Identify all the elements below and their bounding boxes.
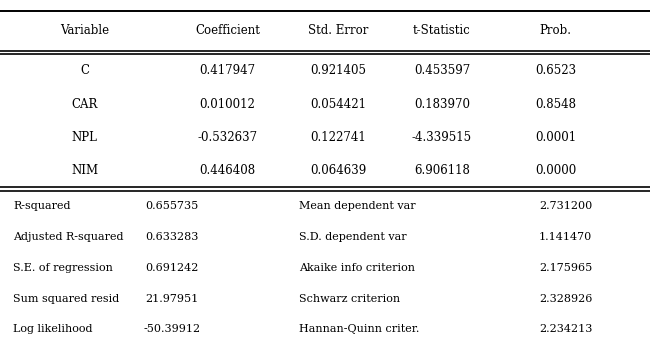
Text: 0.122741: 0.122741	[310, 131, 366, 144]
Text: 2.175965: 2.175965	[539, 263, 592, 273]
Text: S.D. dependent var: S.D. dependent var	[299, 232, 407, 242]
Text: 0.417947: 0.417947	[200, 64, 255, 77]
Text: 0.655735: 0.655735	[146, 201, 199, 211]
Text: 6.906118: 6.906118	[414, 164, 470, 177]
Text: Prob.: Prob.	[540, 24, 572, 37]
Text: CAR: CAR	[72, 98, 98, 111]
Text: 0.8548: 0.8548	[535, 98, 577, 111]
Text: NIM: NIM	[71, 164, 98, 177]
Text: NPL: NPL	[72, 131, 98, 144]
Text: -50.39912: -50.39912	[144, 324, 201, 334]
Text: 0.691242: 0.691242	[146, 263, 199, 273]
Text: Coefficient: Coefficient	[195, 24, 260, 37]
Text: 2.234213: 2.234213	[539, 324, 592, 334]
Text: Mean dependent var: Mean dependent var	[299, 201, 415, 211]
Text: Akaike info criterion: Akaike info criterion	[299, 263, 415, 273]
Text: 2.731200: 2.731200	[539, 201, 592, 211]
Text: 0.453597: 0.453597	[414, 64, 470, 77]
Text: S.E. of regression: S.E. of regression	[13, 263, 113, 273]
Text: t-Statistic: t-Statistic	[413, 24, 471, 37]
Text: 0.6523: 0.6523	[535, 64, 577, 77]
Text: 0.183970: 0.183970	[414, 98, 470, 111]
Text: Sum squared resid: Sum squared resid	[13, 294, 119, 303]
Text: Log likelihood: Log likelihood	[13, 324, 92, 334]
Text: 0.064639: 0.064639	[310, 164, 366, 177]
Text: -0.532637: -0.532637	[198, 131, 257, 144]
Text: 0.010012: 0.010012	[200, 98, 255, 111]
Text: 2.328926: 2.328926	[539, 294, 592, 303]
Text: Hannan-Quinn criter.: Hannan-Quinn criter.	[299, 324, 419, 334]
Text: Variable: Variable	[60, 24, 109, 37]
Text: -4.339515: -4.339515	[412, 131, 472, 144]
Text: 0.446408: 0.446408	[200, 164, 255, 177]
Text: 0.054421: 0.054421	[310, 98, 366, 111]
Text: 21.97951: 21.97951	[146, 294, 199, 303]
Text: 0.0001: 0.0001	[535, 131, 577, 144]
Text: 0.633283: 0.633283	[146, 232, 199, 242]
Text: R-squared: R-squared	[13, 201, 70, 211]
Text: C: C	[80, 64, 89, 77]
Text: Std. Error: Std. Error	[308, 24, 368, 37]
Text: Schwarz criterion: Schwarz criterion	[299, 294, 400, 303]
Text: 0.0000: 0.0000	[535, 164, 577, 177]
Text: 0.921405: 0.921405	[310, 64, 366, 77]
Text: 1.141470: 1.141470	[539, 232, 592, 242]
Text: Adjusted R-squared: Adjusted R-squared	[13, 232, 124, 242]
